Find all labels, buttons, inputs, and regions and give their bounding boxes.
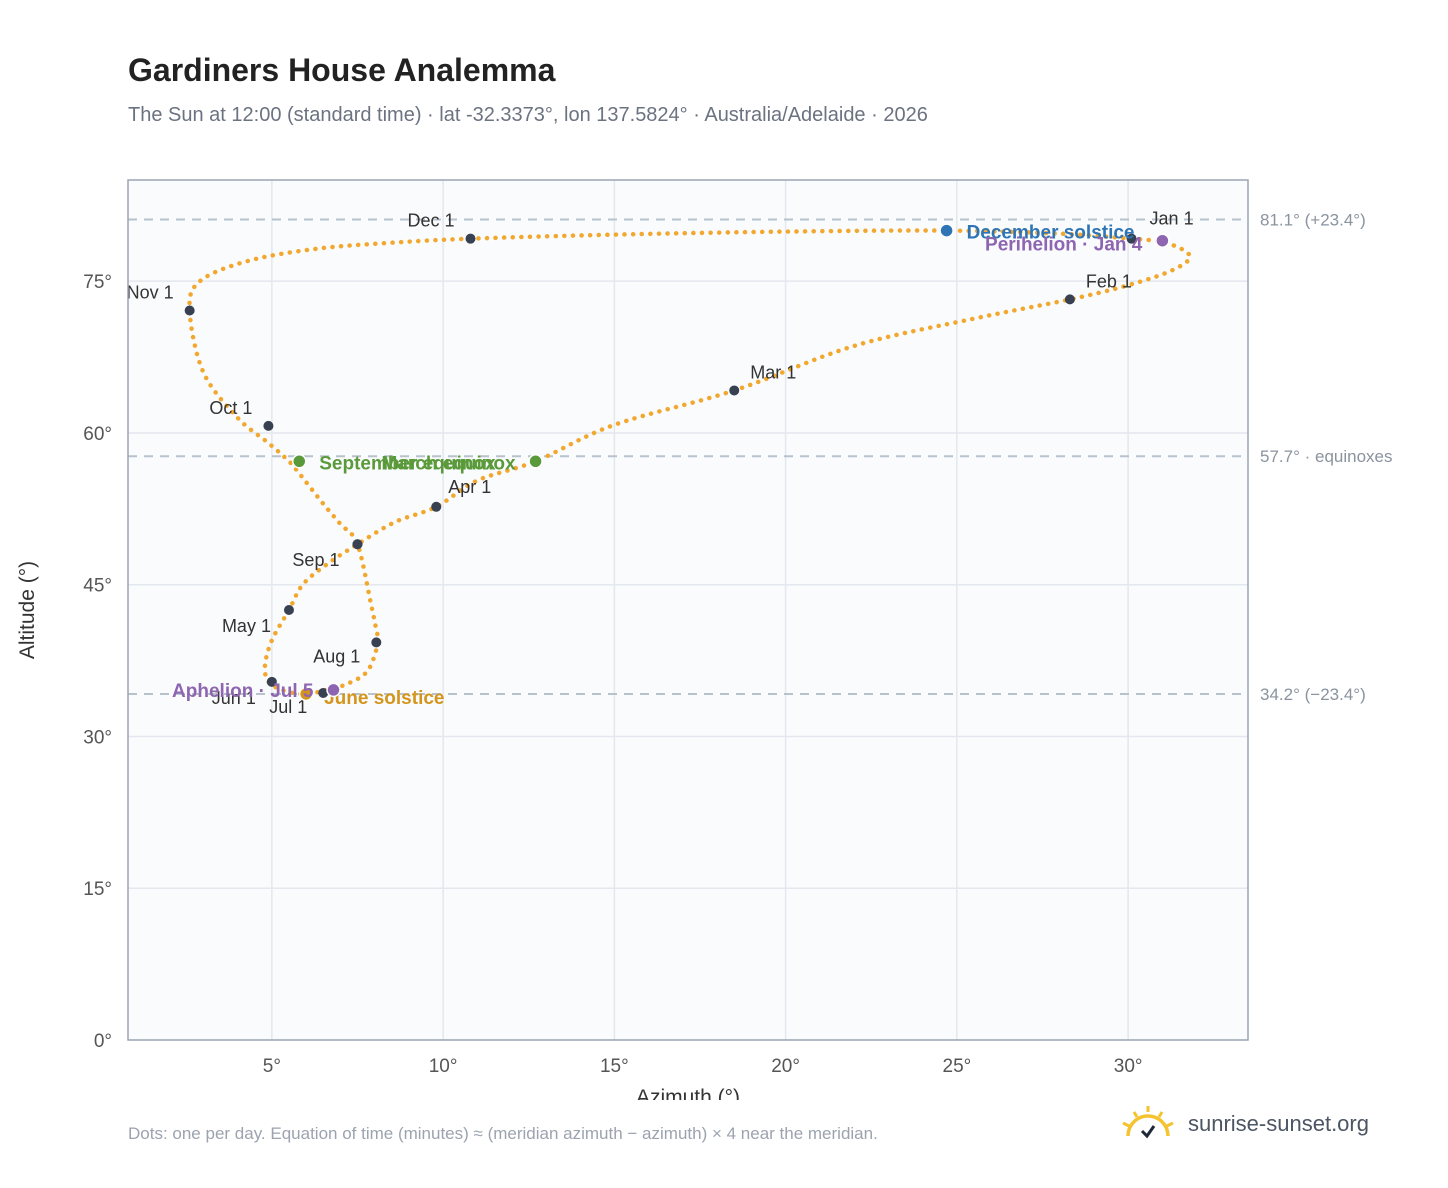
brand-name: sunrise-sunset.org	[1188, 1111, 1369, 1136]
y-tick-label: 75°	[83, 272, 112, 293]
month-marker	[431, 501, 442, 512]
y-tick-label: 15°	[83, 879, 112, 900]
event-marker	[939, 223, 954, 238]
month-label: Feb 1	[1086, 271, 1132, 291]
event-label: March equinox	[382, 453, 517, 474]
month-marker	[266, 676, 277, 687]
x-tick-label: 30°	[1114, 1056, 1143, 1077]
brand: sunrise-sunset.org	[1120, 1102, 1369, 1146]
y-tick-label: 60°	[83, 424, 112, 445]
grid	[128, 180, 1248, 1040]
month-marker	[1064, 294, 1075, 305]
month-marker	[263, 420, 274, 431]
month-label: May 1	[222, 616, 271, 636]
event-label: December solstice	[967, 223, 1135, 244]
event-label: Aphelion · Jul 5	[172, 681, 314, 702]
month-label: Apr 1	[448, 477, 491, 497]
month-marker	[729, 385, 740, 396]
month-label: Jan 1	[1150, 209, 1194, 229]
event-label: Perihelion · Jan 4	[985, 235, 1143, 256]
month-label: Sep 1	[292, 550, 339, 570]
sun-logo-icon	[1122, 1106, 1174, 1139]
event-marker	[292, 454, 307, 469]
month-label: Jul 1	[269, 697, 307, 717]
event-marker	[326, 682, 341, 698]
plot-frame	[127, 179, 1249, 1041]
month-marker	[1126, 233, 1137, 244]
axis-ticks: 5° 10° 15° 20° 25° 30° 0° 15° 30° 45° 60° 75°	[83, 272, 1142, 1077]
analemma-chart: 81.1° (+23.4°) 57.7° · equinoxes 34.2° (−2…	[16, 179, 1393, 1100]
x-tick-label: 5°	[263, 1056, 281, 1077]
event-marker	[528, 454, 543, 469]
x-tick-label: 20°	[771, 1056, 800, 1077]
y-tick-label: 30°	[83, 727, 112, 748]
x-tick-label: 25°	[943, 1056, 972, 1077]
y-axis-label: Altitude (°)	[16, 561, 39, 659]
month-label: Jun 1	[212, 688, 256, 708]
month-label: Mar 1	[750, 362, 796, 382]
event-label: June solstice	[324, 688, 444, 709]
x-tick-label: 10°	[429, 1056, 458, 1077]
month-marker	[184, 305, 195, 316]
month-marker	[371, 637, 382, 648]
event-marker	[298, 686, 314, 702]
x-tick-label: 15°	[600, 1056, 629, 1077]
footnote: Dots: one per day. Equation of time (min…	[128, 1124, 878, 1143]
plot-background	[128, 180, 1248, 1040]
y-tick-label: 0°	[94, 1031, 112, 1052]
reference-line-label: 34.2° (−23.4°)	[1260, 685, 1366, 704]
month-label: Aug 1	[313, 646, 360, 666]
x-axis-label: Azimuth (°)	[636, 1086, 740, 1100]
month-marker	[318, 687, 329, 698]
month-marker	[283, 605, 294, 615]
event-label: September equinox	[319, 453, 496, 474]
month-marker	[352, 539, 363, 550]
event-marker	[1155, 233, 1170, 248]
reference-line-label: 81.1° (+23.4°)	[1260, 210, 1366, 229]
month-marker	[465, 233, 476, 244]
month-label: Dec 1	[407, 211, 454, 231]
month-label: Nov 1	[127, 283, 174, 303]
y-tick-label: 45°	[83, 576, 112, 597]
reference-line-label: 57.7° · equinoxes	[1260, 447, 1393, 466]
chart-title: Gardiners House Analemma	[128, 52, 556, 88]
month-label: Oct 1	[209, 398, 252, 418]
chart-subtitle: The Sun at 12:00 (standard time) · lat -…	[128, 104, 928, 126]
reference-lines: 81.1° (+23.4°) 57.7° · equinoxes 34.2° (−2…	[128, 210, 1393, 704]
month-markers: Jan 1 Feb 1 Mar 1 Apr 1 May 1 Jun 1 Jul 1 Aug 1…	[127, 209, 1194, 717]
